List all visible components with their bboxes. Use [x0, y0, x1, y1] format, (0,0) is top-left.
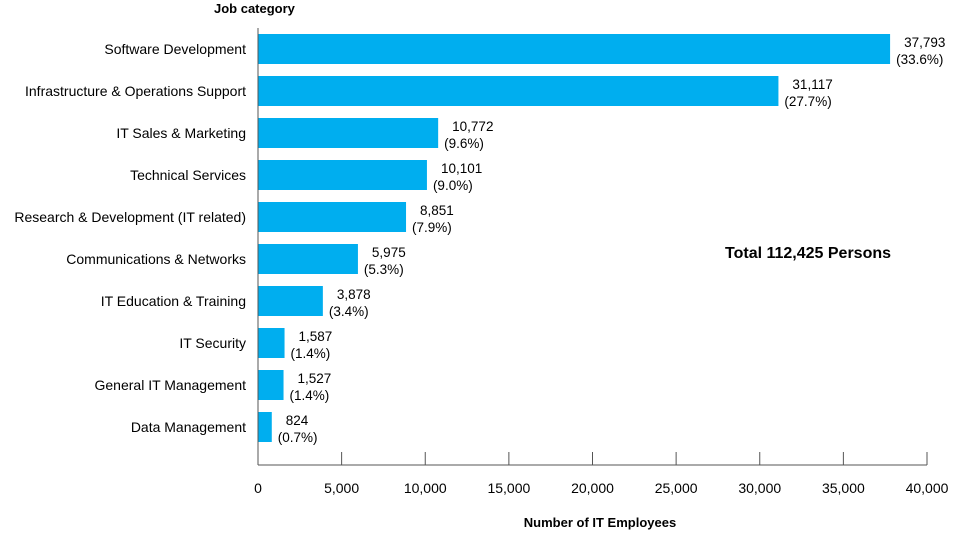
value-label-3: 10,101 — [441, 161, 482, 176]
value-label-7: 1,587 — [299, 329, 333, 344]
category-label-4: Research & Development (IT related) — [14, 209, 246, 225]
bar-6 — [258, 286, 323, 316]
bar-9 — [258, 412, 272, 442]
value-label-4: 8,851 — [420, 203, 454, 218]
bars-group — [258, 34, 891, 442]
bar-4 — [258, 202, 407, 232]
y-axis-title: Job category — [214, 1, 296, 16]
category-label-1: Infrastructure & Operations Support — [25, 83, 246, 99]
value-label-2: 10,772 — [452, 119, 493, 134]
x-tick-label-0: 0 — [254, 480, 262, 496]
category-label-2: IT Sales & Marketing — [116, 125, 246, 141]
x-tick-label-1: 5,000 — [324, 480, 359, 496]
value-labels-group: 37,793 (33.6%) 31,117 (27.7%) 10,772 (9.6%) 10… — [278, 35, 946, 445]
x-tick-label-4: 20,000 — [571, 480, 614, 496]
category-label-0: Software Development — [104, 41, 246, 57]
category-label-9: Data Management — [131, 419, 246, 435]
bar-2 — [258, 118, 439, 148]
x-tick-label-8: 40,000 — [906, 480, 949, 496]
bar-3 — [258, 160, 427, 190]
category-label-5: Communications & Networks — [66, 251, 246, 267]
category-label-7: IT Security — [179, 335, 246, 351]
value-label-5: 5,975 — [372, 245, 406, 260]
percent-label-5: (5.3%) — [364, 262, 404, 277]
bar-5 — [258, 244, 358, 274]
total-annotation: Total 112,425 Persons — [725, 245, 891, 262]
percent-label-3: (9.0%) — [433, 178, 473, 193]
category-label-3: Technical Services — [130, 167, 246, 183]
category-label-6: IT Education & Training — [101, 293, 246, 309]
value-label-6: 3,878 — [337, 287, 371, 302]
percent-label-1: (27.7%) — [784, 94, 831, 109]
value-label-9: 824 — [286, 413, 309, 428]
percent-label-0: (33.6%) — [896, 52, 943, 67]
x-axis-title: Number of IT Employees — [524, 515, 676, 530]
category-label-8: General IT Management — [95, 377, 247, 393]
value-label-1: 31,117 — [792, 77, 832, 92]
bar-0 — [258, 34, 891, 64]
bar-1 — [258, 76, 779, 106]
x-axis: 0 5,000 10,000 15,000 20,000 25,000 30,000 35,0… — [254, 28, 949, 496]
category-labels-group: Software Development Infrastructure & Ope… — [14, 41, 246, 435]
x-tick-label-2: 10,000 — [404, 480, 447, 496]
percent-label-2: (9.6%) — [444, 136, 484, 151]
percent-label-9: (0.7%) — [278, 430, 318, 445]
value-label-8: 1,527 — [298, 371, 332, 386]
value-label-0: 37,793 — [904, 35, 945, 50]
x-tick-label-6: 30,000 — [738, 480, 781, 496]
percent-label-7: (1.4%) — [291, 346, 331, 361]
x-tick-label-5: 25,000 — [655, 480, 698, 496]
x-tick-label-7: 35,000 — [822, 480, 865, 496]
x-tick-label-3: 15,000 — [487, 480, 530, 496]
percent-label-8: (1.4%) — [290, 388, 330, 403]
bar-8 — [258, 370, 284, 400]
percent-label-6: (3.4%) — [329, 304, 369, 319]
bar-7 — [258, 328, 285, 358]
percent-label-4: (7.9%) — [412, 220, 452, 235]
